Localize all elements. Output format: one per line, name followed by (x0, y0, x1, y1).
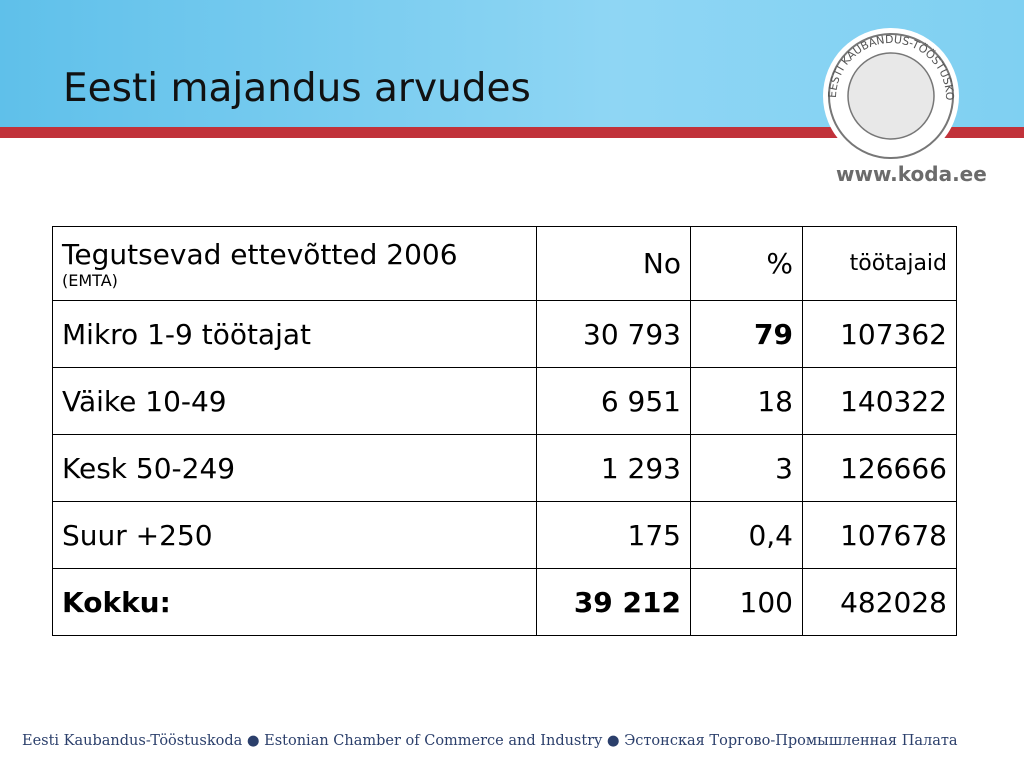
table-cell: 100 (690, 568, 803, 636)
table-cell: 18 (690, 367, 803, 435)
table-cell: 30 793 (536, 300, 691, 368)
table-cell: 126666 (802, 434, 957, 502)
table-cell: Kesk 50-249 (52, 434, 537, 502)
table-cell: Suur +250 (52, 501, 537, 569)
header-note: (EMTA) (62, 270, 118, 290)
table-cell: Mikro 1-9 töötajat (52, 300, 537, 368)
logo-emblem (847, 52, 935, 140)
logo-ring (828, 33, 954, 159)
table-cell: 3 (690, 434, 803, 502)
table-cell: Kokku: (52, 568, 537, 636)
table-row: Kokku: 39 212 100 482028 (52, 568, 957, 636)
table-row: Suur +250 175 0,4 107678 (52, 501, 957, 569)
table-cell: 107362 (802, 300, 957, 368)
table: Tegutsevad ettevõtted 2006 (EMTA) No % tö… (52, 226, 957, 636)
table-cell: 6 951 (536, 367, 691, 435)
table-cell: 79 (690, 300, 803, 368)
header-label: Tegutsevad ettevõtted 2006 (62, 237, 458, 271)
table-cell: 1 293 (536, 434, 691, 502)
header-cell: töötajaid (802, 226, 957, 301)
table-row: Kesk 50-249 1 293 3 126666 (52, 434, 957, 502)
table-cell: 107678 (802, 501, 957, 569)
header-cell: % (690, 226, 803, 301)
table-cell: 0,4 (690, 501, 803, 569)
logo: EESTI KAUBANDUS-TÖÖSTUSKODA (818, 26, 959, 164)
footer: Eesti Kaubandus-Tööstuskoda ● Estonian C… (22, 733, 958, 749)
table-cell: Väike 10-49 (52, 367, 537, 435)
banner-stripe (0, 127, 1024, 138)
table-row: Mikro 1-9 töötajat 30 793 79 107362 (52, 300, 957, 368)
table-cell: 140322 (802, 367, 957, 435)
table-row: Väike 10-49 6 951 18 140322 (52, 367, 957, 435)
header-row: Tegutsevad ettevõtted 2006 (EMTA) No % tö… (52, 226, 957, 301)
title: Eesti majandus arvudes (63, 66, 531, 111)
table-cell: 482028 (802, 568, 957, 636)
header-cell: No (536, 226, 691, 301)
table-cell: 39 212 (536, 568, 691, 636)
website: www.koda.ee (836, 162, 987, 186)
header-cell: Tegutsevad ettevõtted 2006 (EMTA) (52, 226, 537, 301)
table-cell: 175 (536, 501, 691, 569)
